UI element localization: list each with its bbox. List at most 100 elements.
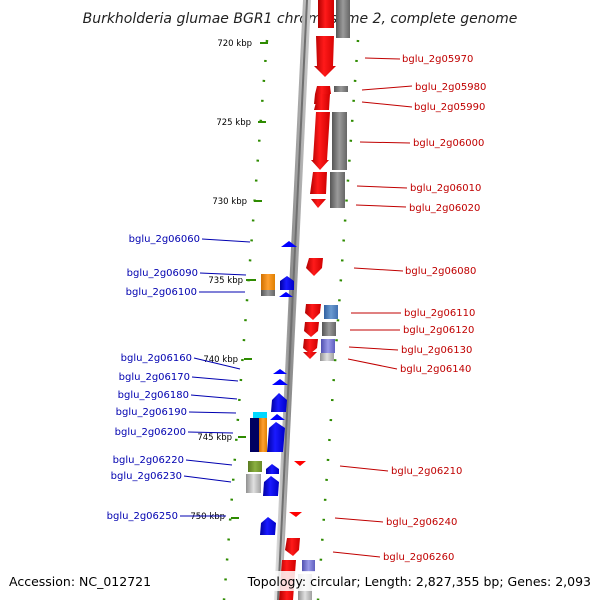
- label-leader: [353, 267, 404, 272]
- gene-label[interactable]: bglu_2g06250: [107, 511, 178, 522]
- reverse-strand-genes: [246, 241, 297, 535]
- gene-arrow: [311, 199, 326, 208]
- gene-arrow: [314, 94, 330, 110]
- gene-label[interactable]: bglu_2g06200: [115, 427, 186, 438]
- gene-homolog-box: [246, 474, 261, 493]
- gene-label[interactable]: bglu_2g06240: [386, 517, 457, 528]
- gene-arrow: [270, 414, 285, 420]
- gene-label[interactable]: bglu_2g06080: [405, 266, 476, 277]
- ruler-label: 740 kbp: [203, 355, 238, 365]
- label-leader: [334, 517, 384, 523]
- label-leader: [201, 238, 251, 243]
- gene-arrow: [266, 464, 279, 474]
- gene-label[interactable]: bglu_2g06220: [113, 455, 184, 466]
- gene-arrow: [303, 352, 317, 359]
- ruler-label: 745 kbp: [197, 433, 232, 443]
- label-leader: [356, 185, 408, 189]
- right-labels: bglu_2g05970 bglu_2g05980 bglu_2g05990 b…: [332, 54, 486, 563]
- gene-arrow: [281, 241, 297, 247]
- footer-backdrop-left: [0, 571, 160, 591]
- gene-label[interactable]: bglu_2g05980: [415, 82, 486, 93]
- gene-label[interactable]: bglu_2g06190: [116, 407, 187, 418]
- label-leader: [361, 85, 413, 91]
- gene-label[interactable]: bglu_2g06230: [111, 471, 182, 482]
- gene-arrow: [304, 322, 319, 337]
- label-leader: [348, 346, 399, 351]
- gene-arrow: [280, 276, 294, 290]
- gene-homolog-box: [334, 86, 348, 92]
- gene-label[interactable]: bglu_2g06120: [403, 325, 474, 336]
- gene-homolog-box: [336, 0, 350, 38]
- label-leader: [188, 411, 237, 414]
- gene-arrow: [263, 476, 279, 496]
- gene-arrow: [260, 517, 276, 535]
- label-leader: [193, 357, 241, 370]
- label-leader: [187, 431, 234, 434]
- label-leader: [191, 376, 239, 382]
- gene-label[interactable]: bglu_2g06130: [401, 345, 472, 356]
- gene-arrow: [267, 422, 285, 452]
- gene-label[interactable]: bglu_2g06260: [383, 552, 454, 563]
- label-leader: [190, 394, 238, 400]
- gene-homolog-box: [253, 412, 267, 418]
- gene-homolog-box: [332, 112, 347, 170]
- gene-arrow: [272, 379, 288, 385]
- right-guide-track: [316, 39, 360, 600]
- gene-homolog-box: [330, 172, 345, 208]
- ruler-label: 735 kbp: [208, 276, 243, 286]
- gene-label[interactable]: bglu_2g06110: [404, 308, 475, 319]
- gene-arrow: [294, 461, 306, 466]
- accession-text: Accession: NC_012721: [9, 574, 151, 589]
- gene-homolog-box: [324, 305, 338, 319]
- gene-arrow: [306, 258, 323, 276]
- label-leader: [183, 475, 232, 483]
- gene-homolog-box: [261, 274, 275, 290]
- left-guide-track: [222, 39, 269, 600]
- gene-label[interactable]: bglu_2g05990: [414, 102, 485, 113]
- gene-label[interactable]: bglu_2g06170: [119, 372, 190, 383]
- gene-homolog-box: [261, 290, 275, 296]
- gene-label[interactable]: bglu_2g06020: [409, 203, 480, 214]
- ruler: 720 kbp 725 kbp 730 kbp 735 kbp 740 kbp …: [190, 39, 268, 522]
- backbone-core: [277, 0, 308, 600]
- map-title: Burkholderia glumae BGR1 chromosome 2, c…: [83, 11, 518, 27]
- label-leader: [359, 141, 411, 144]
- label-leader: [199, 272, 247, 276]
- gene-label[interactable]: bglu_2g06160: [121, 353, 192, 364]
- gene-arrow: [305, 304, 321, 320]
- gene-arrow: [279, 292, 293, 297]
- gene-homolog-box: [322, 322, 336, 336]
- ruler-label: 730 kbp: [212, 197, 247, 207]
- label-leader: [364, 57, 401, 60]
- gene-label[interactable]: bglu_2g06010: [410, 183, 481, 194]
- gene-label[interactable]: bglu_2g06100: [126, 287, 197, 298]
- gene-arrow: [318, 0, 334, 28]
- left-labels: bglu_2g06060 bglu_2g06090 bglu_2g06100 b…: [107, 234, 251, 522]
- gene-label[interactable]: bglu_2g06180: [118, 390, 189, 401]
- gene-label[interactable]: bglu_2g06090: [127, 268, 198, 279]
- gene-arrow: [273, 369, 287, 374]
- gene-label[interactable]: bglu_2g05970: [402, 54, 473, 65]
- label-leader: [185, 459, 233, 466]
- gene-arrow: [285, 538, 300, 556]
- gene-homolog-box: [320, 353, 334, 361]
- ruler-label: 720 kbp: [217, 39, 252, 49]
- gene-arrow: [303, 339, 318, 354]
- gene-homolog-box: [259, 418, 267, 452]
- ruler-label: 750 kbp: [190, 512, 225, 522]
- label-leader: [361, 101, 413, 108]
- gene-label[interactable]: bglu_2g06210: [391, 466, 462, 477]
- gene-arrow: [310, 172, 327, 194]
- gene-homolog-box: [248, 461, 262, 472]
- label-leader: [355, 204, 407, 208]
- gene-homolog-box: [302, 560, 315, 572]
- topology-text: Topology: circular; Length: 2,827,355 bp…: [247, 574, 591, 589]
- gene-label[interactable]: bglu_2g06140: [400, 364, 471, 375]
- gene-label[interactable]: bglu_2g06000: [413, 138, 484, 149]
- gene-label[interactable]: bglu_2g06060: [129, 234, 200, 245]
- gene-arrow: [314, 36, 336, 77]
- footer-backdrop-right: [258, 571, 600, 591]
- label-leader: [339, 465, 389, 472]
